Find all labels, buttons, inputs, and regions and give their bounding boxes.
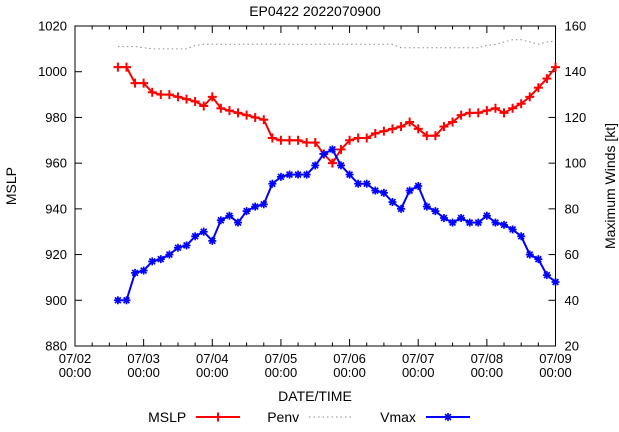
- svg-text:1020: 1020: [38, 19, 67, 34]
- legend-item-penv: Penv: [267, 409, 354, 425]
- legend-line-vmax-icon: [425, 413, 470, 421]
- svg-text:120: 120: [565, 110, 587, 125]
- svg-text:00:00: 00:00: [265, 365, 298, 380]
- chart-title: EP0422 2022070900: [249, 3, 381, 19]
- svg-text:960: 960: [45, 156, 67, 171]
- svg-text:00:00: 00:00: [333, 365, 366, 380]
- svg-text:900: 900: [45, 293, 67, 308]
- svg-text:140: 140: [565, 64, 587, 79]
- legend-label-vmax: Vmax: [380, 409, 416, 425]
- svg-text:980: 980: [45, 110, 67, 125]
- legend-line-mslp-icon: [196, 412, 241, 422]
- svg-text:07/06: 07/06: [333, 351, 366, 366]
- svg-text:00:00: 00:00: [402, 365, 435, 380]
- svg-text:00:00: 00:00: [539, 365, 572, 380]
- legend: MSLP Penv Vmax: [0, 409, 619, 425]
- legend-item-mslp: MSLP: [148, 409, 241, 425]
- legend-line-penv-icon: [309, 416, 354, 418]
- svg-text:07/07: 07/07: [402, 351, 435, 366]
- svg-text:00:00: 00:00: [196, 365, 229, 380]
- svg-text:07/08: 07/08: [471, 351, 504, 366]
- legend-label-penv: Penv: [267, 409, 300, 425]
- svg-text:20: 20: [565, 339, 579, 354]
- svg-text:00:00: 00:00: [59, 365, 92, 380]
- svg-text:60: 60: [565, 247, 579, 262]
- svg-text:00:00: 00:00: [471, 365, 504, 380]
- svg-text:940: 940: [45, 201, 67, 216]
- svg-text:880: 880: [45, 339, 67, 354]
- legend-label-mslp: MSLP: [148, 409, 187, 425]
- svg-text:100: 100: [565, 156, 587, 171]
- svg-text:1000: 1000: [38, 64, 67, 79]
- svg-text:00:00: 00:00: [127, 365, 160, 380]
- x-axis-label: DATE/TIME: [278, 388, 352, 404]
- svg-text:920: 920: [45, 247, 67, 262]
- svg-text:160: 160: [565, 19, 587, 34]
- svg-text:80: 80: [565, 201, 579, 216]
- svg-text:07/09: 07/09: [539, 351, 572, 366]
- svg-text:40: 40: [565, 293, 579, 308]
- svg-text:07/02: 07/02: [59, 351, 92, 366]
- svg-text:07/03: 07/03: [127, 351, 160, 366]
- svg-text:07/04: 07/04: [196, 351, 229, 366]
- legend-item-vmax: Vmax: [380, 409, 471, 425]
- svg-text:07/05: 07/05: [265, 351, 298, 366]
